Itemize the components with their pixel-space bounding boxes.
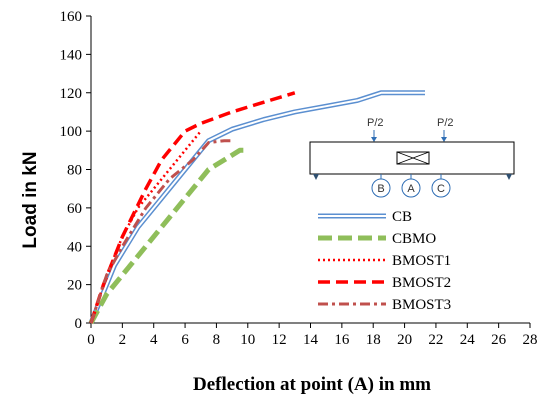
series-bmost2-line bbox=[89, 91, 296, 324]
x-axis-title: Deflection at point (A) in mm bbox=[193, 374, 431, 395]
x-tick-label: 28 bbox=[523, 332, 538, 348]
series-path bbox=[89, 91, 296, 324]
y-tick-label: 140 bbox=[60, 47, 83, 63]
axis-ticks: 0 2 4 6 8 10 12 14 16 18 20 22 24 26 28020406080100120… bbox=[60, 9, 538, 348]
legend-label: CBMO bbox=[392, 231, 436, 247]
beam-diagram-inset: P/2 P/2 B A C bbox=[309, 117, 515, 198]
gauge-label-c: C bbox=[437, 183, 445, 195]
legend-label: BMOST3 bbox=[392, 297, 451, 313]
beam-center-cross-2 bbox=[396, 151, 430, 165]
x-tick-label: 14 bbox=[303, 332, 319, 348]
gauge-label-b: B bbox=[377, 183, 384, 195]
legend-item-cb: CB bbox=[318, 209, 412, 225]
x-tick-label: 16 bbox=[334, 332, 350, 348]
series-path bbox=[90, 91, 425, 324]
series-cbmo-line bbox=[88, 147, 248, 325]
legend-item-bmost3: BMOST3 bbox=[318, 297, 451, 313]
y-tick-label: 20 bbox=[67, 278, 82, 294]
gauge-circle-a bbox=[401, 178, 421, 198]
legend-item-bmost1: BMOST1 bbox=[318, 253, 451, 269]
load-label-right: P/2 bbox=[437, 117, 454, 129]
legend-label: BMOST1 bbox=[392, 253, 451, 269]
series-layer bbox=[88, 90, 425, 325]
y-tick-label: 60 bbox=[67, 201, 82, 217]
x-tick-label: 26 bbox=[491, 332, 507, 348]
legend: CB CBMO BMOST1 BMOST2 BMOST3 bbox=[318, 209, 451, 313]
load-arrowhead-right bbox=[441, 137, 447, 142]
series-bmost3-line bbox=[89, 139, 233, 324]
load-arrowhead-left bbox=[371, 137, 377, 142]
y-tick-label: 160 bbox=[60, 9, 83, 25]
x-tick-label: 12 bbox=[272, 332, 287, 348]
legend-label: CB bbox=[392, 209, 412, 225]
x-tick-label: 6 bbox=[181, 332, 189, 348]
gauge-circle-c bbox=[431, 178, 451, 198]
gauge-label-a: A bbox=[407, 183, 415, 195]
x-tick-label: 10 bbox=[240, 332, 255, 348]
load-label-left: P/2 bbox=[367, 117, 384, 129]
series-cb-line bbox=[88, 90, 425, 324]
y-axis-title: Load in kN bbox=[20, 151, 41, 248]
y-tick-label: 40 bbox=[67, 239, 82, 255]
support-right bbox=[506, 174, 512, 180]
x-tick-label: 20 bbox=[397, 332, 412, 348]
legend-item-bmost2: BMOST2 bbox=[318, 275, 451, 291]
series-path bbox=[89, 139, 233, 324]
x-tick-label: 0 bbox=[87, 332, 95, 348]
x-tick-label: 4 bbox=[150, 332, 158, 348]
x-tick-label: 22 bbox=[428, 332, 443, 348]
support-left bbox=[313, 174, 319, 180]
y-tick-label: 100 bbox=[60, 124, 83, 140]
y-tick-label: 120 bbox=[60, 86, 83, 102]
x-tick-label: 2 bbox=[119, 332, 127, 348]
y-tick-label: 0 bbox=[75, 316, 83, 332]
legend-label: BMOST2 bbox=[392, 275, 451, 291]
legend-item-cbmo: CBMO bbox=[318, 231, 436, 247]
x-tick-label: 8 bbox=[213, 332, 221, 348]
series-path bbox=[88, 147, 248, 325]
y-tick-label: 80 bbox=[67, 163, 82, 179]
x-tick-label: 18 bbox=[366, 332, 381, 348]
gauge-circle-b bbox=[371, 178, 391, 198]
x-tick-label: 24 bbox=[460, 332, 476, 348]
